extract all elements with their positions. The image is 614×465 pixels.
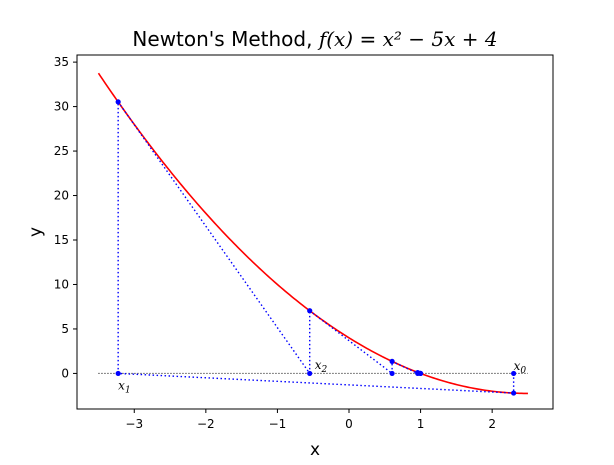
iterate-curve-point bbox=[115, 99, 121, 105]
iterate-curve-point bbox=[511, 390, 517, 396]
iterate-label: x1 bbox=[118, 378, 131, 395]
iterate-axis-point bbox=[389, 370, 395, 377]
iterate-axis-point bbox=[307, 370, 313, 377]
axes-frame bbox=[76, 54, 554, 410]
iterate-axis-point bbox=[511, 370, 517, 377]
x-tick-label: 2 bbox=[488, 417, 496, 431]
chart-title-equals: = bbox=[353, 27, 382, 51]
function-curve bbox=[97, 72, 528, 395]
iterate-axis-point bbox=[115, 370, 121, 377]
x-tick-label: −1 bbox=[269, 417, 287, 431]
y-tick-label: 10 bbox=[54, 277, 69, 291]
chart-title-prefix: Newton's Method, bbox=[132, 27, 318, 51]
iterate-curve-point bbox=[307, 308, 313, 314]
y-tick-label: 35 bbox=[54, 55, 69, 69]
x-axis-label: x bbox=[310, 440, 320, 460]
y-tick-label: 0 bbox=[61, 366, 69, 380]
iterate-label-subscript: 1 bbox=[125, 385, 131, 395]
chart-title-rhs: x² − 5x + 4 bbox=[383, 27, 498, 51]
iterate-curve-point bbox=[417, 370, 424, 376]
y-axis-label: y bbox=[26, 227, 46, 237]
iterate-label-subscript: 2 bbox=[320, 365, 327, 375]
tangent-step-line bbox=[309, 310, 393, 374]
iterate-curve-point bbox=[389, 358, 395, 364]
x-tick-label: −2 bbox=[197, 417, 215, 431]
y-tick-label: 25 bbox=[54, 144, 69, 158]
tangent-step-line bbox=[391, 360, 419, 375]
x-tick-label: −3 bbox=[125, 417, 143, 431]
chart-title-lhs: f(x) bbox=[317, 27, 353, 51]
y-tick-label: 5 bbox=[61, 322, 69, 336]
x-tick-label: 0 bbox=[345, 417, 353, 431]
chart-title: Newton's Method, f(x) = x² − 5x + 4 bbox=[132, 27, 497, 51]
iterate-label-subscript: 0 bbox=[520, 366, 526, 376]
y-tick-label: 15 bbox=[54, 233, 69, 247]
tangent-step-line bbox=[117, 101, 311, 374]
iterate-label: x2 bbox=[315, 358, 328, 375]
y-tick-label: 20 bbox=[54, 189, 69, 203]
plot-content bbox=[97, 72, 528, 396]
x-tick-label: 1 bbox=[417, 417, 425, 431]
y-tick-label: 30 bbox=[54, 100, 69, 114]
